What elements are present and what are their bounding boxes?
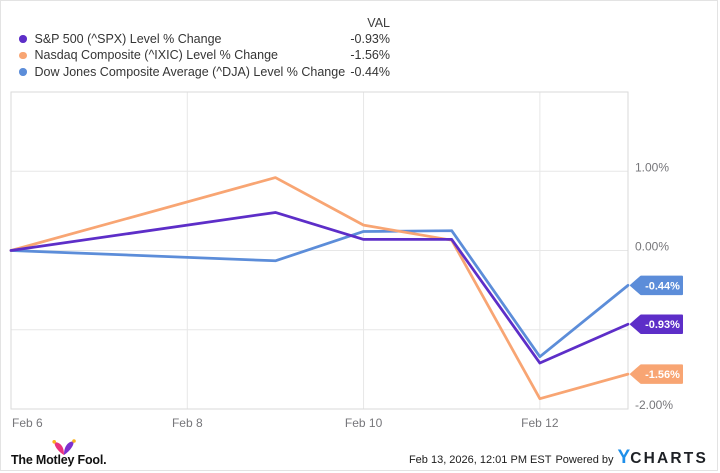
legend-series-label: S&P 500 (^SPX) Level % Change xyxy=(34,31,222,46)
series-line xyxy=(9,211,630,365)
legend-dot xyxy=(19,68,27,76)
series-line xyxy=(9,176,630,401)
legend-series-value: -0.93% xyxy=(350,31,390,46)
legend-item: S&P 500 (^SPX) Level % Change -0.93% xyxy=(1,31,719,48)
timestamp: Feb 13, 2026, 12:01 PM EST xyxy=(408,454,552,466)
x-axis-tick-label: Feb 12 xyxy=(521,416,559,430)
y-axis-tick-label: 1.00% xyxy=(635,160,669,174)
value-badge xyxy=(630,364,683,384)
legend-series-label: Dow Jones Composite Average (^DJA) Level… xyxy=(34,64,346,79)
value-badge xyxy=(630,275,683,296)
legend-series-label: Nasdaq Composite (^IXIC) Level % Change xyxy=(34,48,278,63)
legend-item: Dow Jones Composite Average (^DJA) Level… xyxy=(1,64,719,81)
powered-by-label: Powered by xyxy=(555,454,614,466)
y-axis-tick-label: -2.00% xyxy=(635,398,673,412)
y-axis-tick-label: 0.00% xyxy=(635,240,669,254)
brand-name: The Motley Fool. xyxy=(11,453,107,467)
legend-item: Nasdaq Composite (^IXIC) Level % Change -… xyxy=(1,47,719,64)
legend: S&P 500 (^SPX) Level % Change -0.93% Nasda… xyxy=(1,31,719,81)
x-axis-tick-label: Feb 6 xyxy=(12,416,43,430)
value-badge-label: -0.93% xyxy=(645,319,680,331)
value-badge-label: -0.44% xyxy=(645,280,680,292)
x-axis-tick-label: Feb 10 xyxy=(345,416,383,430)
ycharts-y-icon: Y xyxy=(617,447,631,468)
ycharts-wordmark: CHARTS xyxy=(630,450,708,467)
series-line xyxy=(9,229,630,359)
legend-series-value: -1.56% xyxy=(350,48,390,63)
value-badge xyxy=(630,314,683,334)
footer-attribution: Feb 13, 2026, 12:01 PM EST Powered by Y … xyxy=(409,448,708,467)
value-badge-label: -1.56% xyxy=(645,369,680,381)
ycharts-logo: Y CHARTS xyxy=(618,448,708,467)
legend-series-value: -0.44% xyxy=(350,64,390,79)
legend-dot xyxy=(19,51,27,59)
motley-fool-logo: The Motley Fool. xyxy=(11,437,131,469)
legend-dot xyxy=(19,35,27,43)
jester-cap-icon xyxy=(52,439,76,455)
x-axis-tick-label: Feb 8 xyxy=(172,416,203,430)
legend-val-header: VAL xyxy=(367,16,390,30)
